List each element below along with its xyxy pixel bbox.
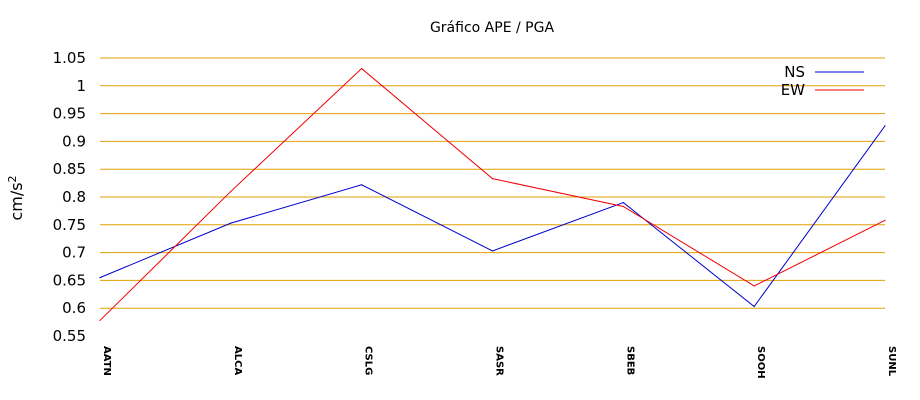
x-tick-labels: AATN ALCA CSLG SASR SBEB SOOH SUNL	[101, 346, 897, 379]
y-tick-label: 0.55	[53, 327, 86, 345]
y-tick-label: 0.6	[62, 299, 86, 317]
x-tick-label: SUNL	[886, 346, 897, 377]
data-point-ns	[622, 201, 624, 204]
data-point-ew	[622, 205, 624, 208]
y-tick-label: 0.85	[53, 160, 86, 178]
data-point-ew	[753, 285, 755, 287]
y-axis-label-text: cm/s	[7, 182, 26, 220]
x-tick-label: AATN	[101, 346, 112, 376]
y-tick-labels: 0.55 0.6 0.65 0.7 0.75 0.8 0.85 0.9 0.95 1 1.05	[53, 49, 86, 345]
series-line-ew	[99, 67, 886, 321]
data-point-ew	[230, 190, 232, 193]
data-point-ns	[491, 250, 494, 252]
grid-lines	[100, 57, 885, 309]
y-tick-label: 0.8	[62, 188, 86, 206]
y-axis-label: cm/s2	[6, 175, 26, 220]
y-axis-label-superscript: 2	[6, 175, 19, 182]
y-tick-label: 1.05	[53, 49, 86, 67]
x-tick-label: SOOH	[755, 346, 766, 379]
data-point-ns	[361, 184, 363, 186]
y-tick-label: 0.9	[62, 132, 86, 150]
data-point-ns	[230, 222, 232, 224]
y-tick-label: 0.65	[53, 271, 86, 289]
y-tick-label: 0.75	[53, 216, 86, 234]
data-point-ew	[884, 219, 886, 221]
x-tick-label: SBEB	[624, 346, 635, 375]
x-tick-label: CSLG	[363, 346, 374, 375]
data-point-ns	[753, 305, 755, 308]
data-point-ew	[99, 319, 101, 322]
x-tick-label: SASR	[494, 346, 505, 376]
data-point-ew	[361, 67, 363, 70]
series-lines	[99, 67, 886, 322]
legend-label-ns: NS	[784, 63, 805, 81]
data-point-ns	[884, 125, 886, 127]
y-tick-label: 0.7	[62, 244, 86, 262]
data-point-ew	[491, 178, 494, 180]
data-point-ns	[99, 277, 101, 279]
y-tick-label: 0.95	[53, 105, 86, 123]
x-tick-label: ALCA	[232, 346, 243, 375]
legend-label-ew: EW	[781, 81, 805, 99]
y-tick-label: 1	[76, 77, 86, 95]
chart-title: Gráfico APE / PGA	[430, 20, 554, 36]
